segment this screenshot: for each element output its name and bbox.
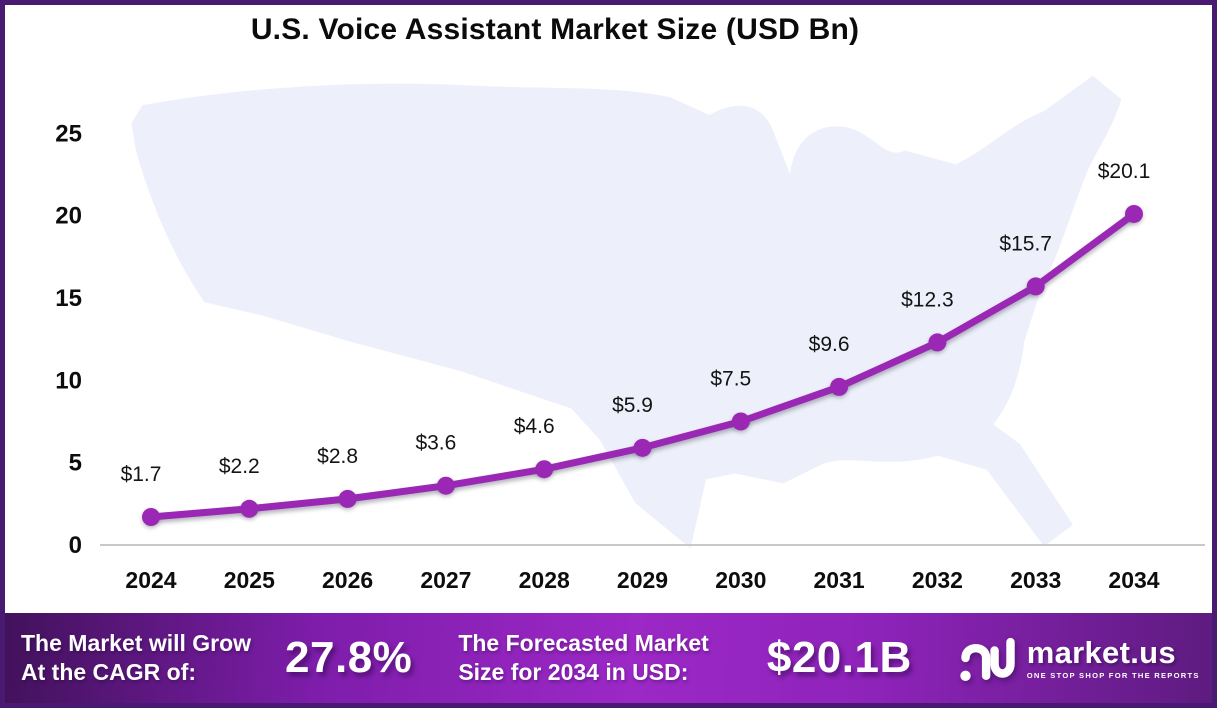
logo-tagline: ONE STOP SHOP FOR THE REPORTS — [1026, 670, 1200, 680]
data-point-label: $1.7 — [121, 463, 162, 486]
y-axis-tick-label: 10 — [55, 367, 82, 394]
data-point-label: $3.6 — [415, 432, 456, 455]
data-point-marker — [1026, 277, 1045, 296]
cagr-label-line1: The Market will Grow — [21, 629, 252, 656]
x-axis-tick-label: 2027 — [420, 567, 471, 593]
us-map-background-image — [131, 75, 1122, 549]
market-size-line — [147, 210, 1138, 521]
x-axis-tick-label: 2029 — [617, 567, 668, 593]
x-axis-tick-label: 2033 — [1010, 567, 1061, 593]
data-point-label: $20.1 — [1098, 160, 1151, 183]
cagr-label-line2: At the CAGR of: — [21, 659, 197, 685]
data-point-marker — [928, 333, 947, 352]
x-axis-tick-label: 2034 — [1108, 567, 1159, 593]
y-axis-tick-label: 25 — [55, 120, 82, 147]
data-point-marker — [436, 476, 455, 495]
x-axis-tick-label: 2031 — [814, 567, 865, 593]
x-axis-tick-label: 2030 — [715, 567, 766, 593]
data-point-label: $2.8 — [317, 445, 358, 468]
data-point-label: $15.7 — [999, 232, 1052, 255]
data-point-marker — [338, 489, 357, 508]
x-axis-tick-label: 2025 — [224, 567, 275, 593]
data-point-marker — [1125, 204, 1143, 223]
forecast-label-line2: Size for 2034 in USD: — [458, 659, 689, 685]
data-point-label: $4.6 — [514, 415, 555, 438]
data-point-marker — [830, 377, 849, 396]
forecast-label: The Forecasted Market Size for 2034 in U… — [458, 629, 709, 688]
data-point-label: $12.3 — [901, 288, 954, 311]
forecast-label-line1: The Forecasted Market — [458, 629, 709, 656]
data-point-label: $7.5 — [710, 367, 751, 390]
chart-region: U.S. Voice Assistant Market Size (USD Bn… — [5, 5, 1212, 608]
x-axis-tick-label: 2026 — [322, 567, 373, 593]
data-point-marker — [240, 499, 259, 518]
market-us-logo-icon — [960, 637, 1015, 681]
data-point-marker — [535, 460, 554, 479]
y-axis-tick-label: 5 — [69, 450, 82, 477]
market-us-logo: market.us ONE STOP SHOP FOR THE REPORTS — [958, 630, 1200, 686]
data-point-label: $5.9 — [612, 394, 653, 417]
cagr-label: The Market will Grow At the CAGR of: — [21, 629, 251, 688]
cagr-value: 27.8% — [285, 633, 413, 682]
data-point-marker — [731, 412, 750, 431]
x-axis-tick-label: 2024 — [125, 567, 176, 593]
logo-text: market.us ONE STOP SHOP FOR THE REPORTS — [1027, 637, 1200, 680]
chart-title: U.S. Voice Assistant Market Size (USD Bn… — [250, 13, 860, 46]
data-point-marker — [142, 508, 160, 527]
data-point-marker — [633, 438, 652, 457]
x-axis-tick-label: 2028 — [519, 567, 570, 593]
data-point-label: $9.6 — [809, 333, 850, 356]
data-point-label: $2.2 — [219, 455, 260, 478]
forecast-value: $20.1B — [766, 633, 912, 682]
x-axis-tick-label: 2032 — [912, 567, 963, 593]
footer-banner: The Market will Grow At the CAGR of: 27.… — [5, 613, 1212, 703]
y-axis-tick-label: 15 — [55, 285, 82, 312]
y-axis-tick-label: 20 — [55, 203, 82, 230]
y-axis-tick-label: 0 — [69, 532, 82, 559]
logo-name: market.us — [1026, 634, 1176, 670]
